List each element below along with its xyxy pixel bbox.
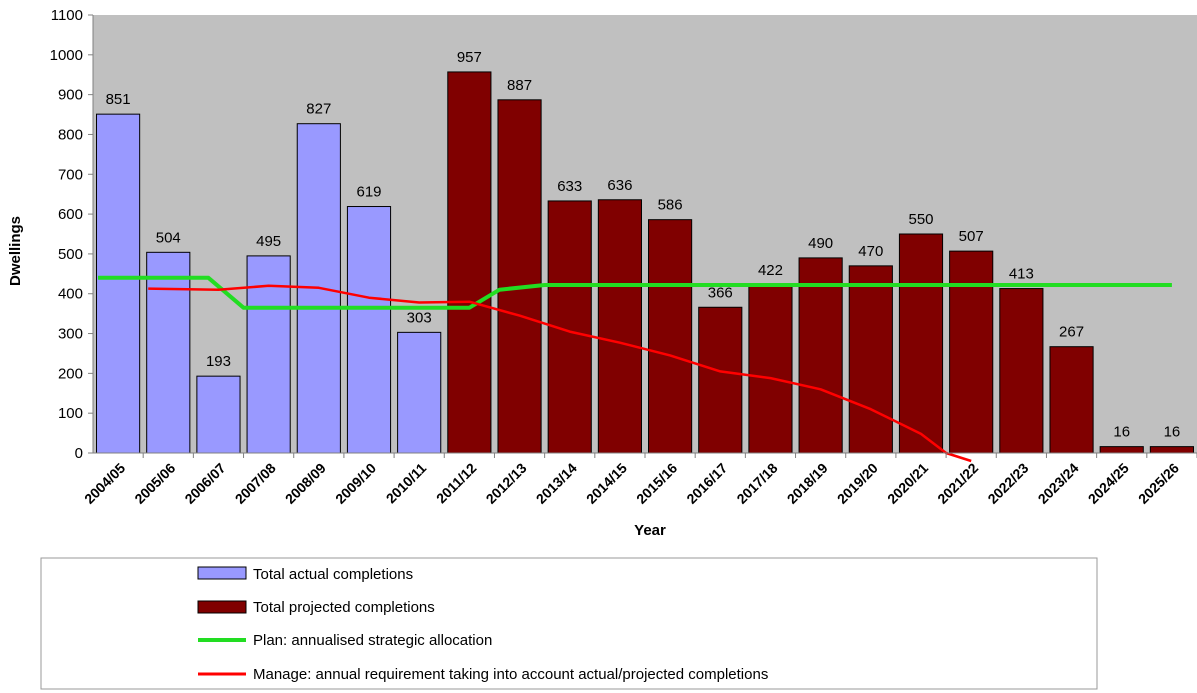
bar — [798, 257, 843, 454]
x-tick-label: 2015/16 — [633, 460, 680, 507]
bar-data-label: 504 — [156, 229, 181, 246]
bar — [597, 199, 642, 454]
y-tick-label: 500 — [58, 246, 83, 263]
x-tick-label: 2021/22 — [934, 460, 981, 507]
x-axis: 2004/05 2005/06 2006/07 2007/08 2008/09 2009/… — [81, 452, 1197, 507]
data-labels: 851 504 193 495 827 619 303 957 887 633 636 586 366 4… — [106, 49, 1181, 441]
y-tick-label: 600 — [58, 206, 83, 223]
bar — [397, 331, 442, 454]
x-tick-label: 2013/14 — [533, 460, 580, 507]
bar-data-label: 16 — [1113, 424, 1130, 441]
x-tick-label: 2020/21 — [884, 460, 931, 507]
bar — [999, 288, 1044, 454]
bar-data-label: 957 — [457, 49, 482, 66]
bar — [898, 233, 944, 454]
x-tick-label: 2012/13 — [483, 460, 530, 507]
bar — [949, 250, 994, 454]
lines-group — [98, 275, 1172, 463]
bar — [346, 206, 392, 454]
y-tick-label: 0 — [75, 445, 83, 462]
y-tick-label: 1000 — [50, 47, 83, 64]
legend: Total actual completions Total projected… — [40, 557, 1098, 690]
bars-group — [96, 71, 1194, 454]
x-tick-label: 2014/15 — [583, 460, 630, 507]
bar-data-label: 586 — [658, 197, 683, 214]
legend-swatch-projected — [197, 600, 247, 614]
bar-data-label: 633 — [557, 178, 582, 195]
bar — [196, 375, 241, 454]
x-tick-label: 2022/23 — [984, 460, 1031, 507]
bar-data-label: 16 — [1164, 424, 1181, 441]
y-tick-label: 300 — [58, 326, 83, 343]
bar — [547, 200, 592, 454]
x-tick-label: 2017/18 — [733, 460, 780, 507]
y-tick-label: 800 — [58, 126, 83, 143]
bar-data-label: 193 — [206, 353, 231, 370]
x-tick-label: 2005/06 — [131, 460, 178, 507]
bar — [748, 284, 793, 454]
legend-label-actual: Total actual completions — [253, 566, 413, 583]
bar — [497, 99, 542, 454]
bar — [447, 71, 492, 454]
bar-data-label: 366 — [708, 284, 733, 301]
x-tick-label: 2011/12 — [433, 460, 480, 507]
bar-data-label: 887 — [507, 77, 532, 94]
x-tick-label: 2009/10 — [332, 460, 379, 507]
bar-data-label: 490 — [808, 235, 833, 252]
x-tick-label: 2010/11 — [383, 460, 430, 507]
y-tick-label: 900 — [58, 87, 83, 104]
legend-box — [40, 557, 1098, 690]
x-tick-label: 2023/24 — [1035, 460, 1082, 507]
y-tick-label: 100 — [58, 405, 83, 422]
bar-data-label: 413 — [1009, 266, 1034, 283]
bar-data-label: 470 — [858, 243, 883, 260]
y-tick-label: 700 — [58, 166, 83, 183]
x-tick-label: 2024/25 — [1085, 460, 1132, 507]
bar — [146, 251, 191, 454]
bar-data-label: 422 — [758, 262, 783, 279]
bar-data-label: 495 — [256, 233, 281, 250]
bar — [1149, 446, 1194, 454]
x-tick-label: 2007/08 — [232, 460, 279, 507]
bar-data-label: 303 — [407, 309, 432, 326]
bar — [698, 306, 743, 454]
bar-data-label: 507 — [959, 228, 984, 245]
x-tick-label: 2019/20 — [834, 460, 881, 507]
x-tick-label: 2006/07 — [181, 460, 228, 507]
bar — [1049, 346, 1094, 454]
x-axis-title: Year — [634, 522, 666, 539]
bar-data-label: 827 — [306, 101, 331, 118]
bar-data-label: 636 — [607, 177, 632, 194]
x-tick-label: 2025/26 — [1135, 460, 1182, 507]
bar — [848, 265, 893, 454]
bar-data-label: 619 — [356, 184, 381, 201]
x-tick-label: 2008/09 — [282, 460, 329, 507]
legend-label-plan: Plan: annualised strategic allocation — [253, 632, 492, 649]
plan-line — [98, 275, 1172, 310]
y-tick-label: 1100 — [51, 7, 83, 24]
bar-data-label: 267 — [1059, 324, 1084, 341]
y-tick-label: 400 — [58, 286, 83, 303]
legend-swatch-actual — [197, 566, 247, 580]
bar-data-label: 550 — [908, 211, 933, 228]
bar-data-label: 851 — [106, 91, 131, 108]
manage-line — [148, 284, 972, 463]
legend-label-manage: Manage: annual requirement taking into a… — [253, 666, 768, 683]
y-tick-label: 200 — [58, 365, 83, 382]
x-tick-label: 2018/19 — [784, 460, 831, 507]
x-tick-label: 2004/05 — [81, 460, 128, 507]
legend-label-projected: Total projected completions — [253, 599, 435, 616]
y-axis: 0 100 200 300 400 500 600 700 800 900 1000 1100 — [50, 7, 94, 462]
x-tick-label: 2016/17 — [683, 460, 730, 507]
bar — [96, 113, 141, 454]
bar — [648, 219, 693, 454]
y-axis-title: Dwellings — [7, 216, 24, 286]
bar — [1099, 446, 1144, 454]
